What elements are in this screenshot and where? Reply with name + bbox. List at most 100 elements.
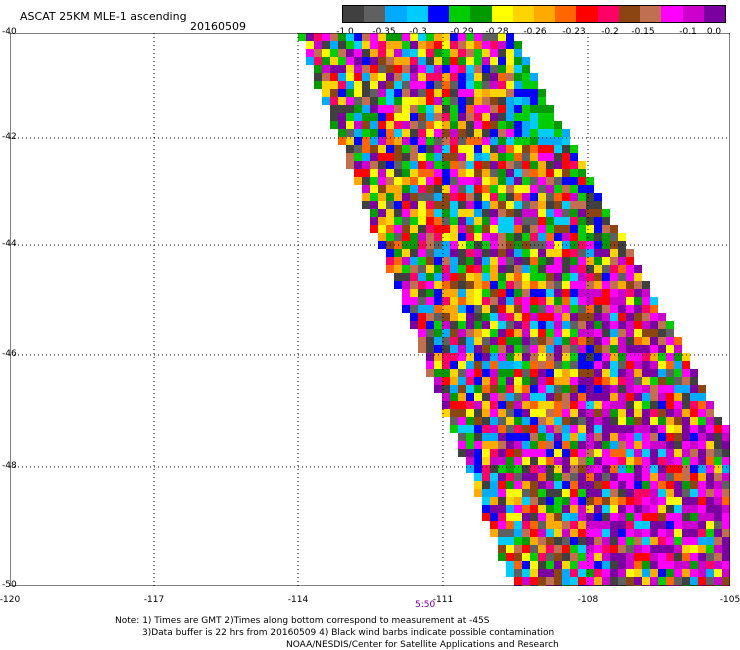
swath-cell xyxy=(610,417,618,425)
swath-cell xyxy=(498,57,506,65)
swath-cell xyxy=(394,33,402,41)
swath-cell xyxy=(514,305,522,313)
swath-cell xyxy=(594,489,602,497)
swath-cell xyxy=(426,353,434,361)
swath-cell xyxy=(530,297,538,305)
swath-cell xyxy=(658,425,666,433)
swath-cell xyxy=(466,353,474,361)
swath-cell xyxy=(594,545,602,553)
swath-cell xyxy=(418,89,426,97)
swath-cell xyxy=(642,529,650,537)
swath-cell xyxy=(538,353,546,361)
swath-cell xyxy=(490,249,498,257)
swath-cell xyxy=(450,217,458,225)
swath-cell xyxy=(538,409,546,417)
swath-cell xyxy=(578,225,586,233)
swath-cell xyxy=(530,345,538,353)
swath-cell xyxy=(594,457,602,465)
swath-cell xyxy=(506,273,514,281)
swath-cell xyxy=(474,345,482,353)
swath-cell xyxy=(514,161,522,169)
swath-cell xyxy=(450,233,458,241)
swath-cell xyxy=(450,177,458,185)
swath-cell xyxy=(626,353,634,361)
swath-cell xyxy=(514,393,522,401)
swath-cell xyxy=(522,289,530,297)
swath-cell xyxy=(426,321,434,329)
swath-cell xyxy=(706,409,714,417)
swath-cell xyxy=(674,561,682,569)
swath-cell xyxy=(386,33,394,41)
swath-cell xyxy=(354,169,362,177)
swath-cell xyxy=(514,73,522,81)
swath-cell xyxy=(442,225,450,233)
swath-cell xyxy=(506,97,514,105)
swath-cell xyxy=(386,161,394,169)
swath-cell xyxy=(570,297,578,305)
swath-cell xyxy=(482,345,490,353)
swath-cell xyxy=(306,49,314,57)
swath-cell xyxy=(570,473,578,481)
swath-cell xyxy=(626,465,634,473)
swath-cell xyxy=(634,281,642,289)
swath-cell xyxy=(426,265,434,273)
swath-cell xyxy=(562,297,570,305)
swath-cell xyxy=(362,65,370,73)
swath-cell xyxy=(402,153,410,161)
swath-cell xyxy=(586,417,594,425)
swath-cell xyxy=(634,273,642,281)
swath-cell xyxy=(522,105,530,113)
swath-cell xyxy=(690,401,698,409)
swath-cell xyxy=(466,425,474,433)
swath-cell xyxy=(658,345,666,353)
swath-cell xyxy=(426,257,434,265)
swath-cell xyxy=(410,185,418,193)
swath-cell xyxy=(410,121,418,129)
colorbar-tick: -0.3 xyxy=(409,27,427,37)
swath-cell xyxy=(458,225,466,233)
swath-cell xyxy=(586,249,594,257)
swath-cell xyxy=(522,417,530,425)
swath-cell xyxy=(514,129,522,137)
swath-cell xyxy=(602,313,610,321)
swath-cell xyxy=(610,401,618,409)
swath-cell xyxy=(434,329,442,337)
swath-cell xyxy=(650,329,658,337)
swath-cell xyxy=(394,89,402,97)
swath-cell xyxy=(650,481,658,489)
swath-cell xyxy=(714,457,722,465)
map-title: ASCAT 25KM MLE-1 ascending xyxy=(20,10,187,23)
swath-cell xyxy=(338,97,346,105)
swath-cell xyxy=(586,321,594,329)
swath-cell xyxy=(546,169,554,177)
swath-cell xyxy=(458,425,466,433)
swath-cell xyxy=(610,329,618,337)
swath-cell xyxy=(554,417,562,425)
swath-cell xyxy=(634,569,642,577)
swath-cell xyxy=(666,385,674,393)
swath-cell xyxy=(634,337,642,345)
swath-cell xyxy=(490,225,498,233)
swath-cell xyxy=(466,305,474,313)
swath-cell xyxy=(442,265,450,273)
swath-cell xyxy=(346,41,354,49)
colorbar-swatch xyxy=(597,6,619,22)
swath-cell xyxy=(354,129,362,137)
swath-cell xyxy=(466,297,474,305)
swath-cell xyxy=(650,505,658,513)
swath-cell xyxy=(666,369,674,377)
swath-cell xyxy=(530,201,538,209)
swath-cell xyxy=(482,425,490,433)
swath-cell xyxy=(394,209,402,217)
swath-cell xyxy=(458,169,466,177)
swath-cell xyxy=(650,537,658,545)
swath-cell xyxy=(402,257,410,265)
swath-cell xyxy=(442,137,450,145)
swath-cell xyxy=(626,449,634,457)
swath-cell xyxy=(634,385,642,393)
swath-cell xyxy=(346,73,354,81)
swath-cell xyxy=(698,513,706,521)
swath-cell xyxy=(514,289,522,297)
swath-cell xyxy=(586,297,594,305)
swath-cell xyxy=(554,273,562,281)
